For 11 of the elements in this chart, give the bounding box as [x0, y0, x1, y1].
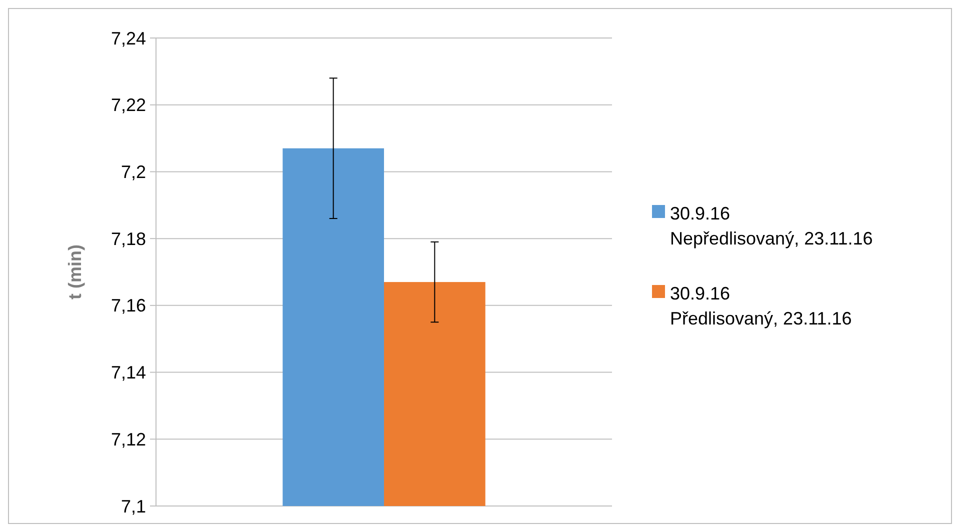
- legend-label: 30.9.16 Předlisovaný, 23.11.16: [670, 283, 852, 328]
- legend-label: 30.9.16 Nepředlisovaný, 23.11.16: [670, 203, 873, 248]
- y-axis-title: t (min): [65, 244, 85, 300]
- y-tick-label: 7,24: [110, 28, 146, 48]
- y-tick-label: 7,18: [110, 228, 146, 249]
- y-tick-label: 7,1: [120, 496, 146, 516]
- y-tick-label: 7,14: [110, 362, 146, 383]
- y-tick-label: 7,12: [110, 429, 146, 450]
- y-tick-label: 7,2: [120, 162, 146, 182]
- y-tick-label: 7,16: [110, 296, 146, 316]
- y-tick-label: 7,22: [110, 95, 146, 116]
